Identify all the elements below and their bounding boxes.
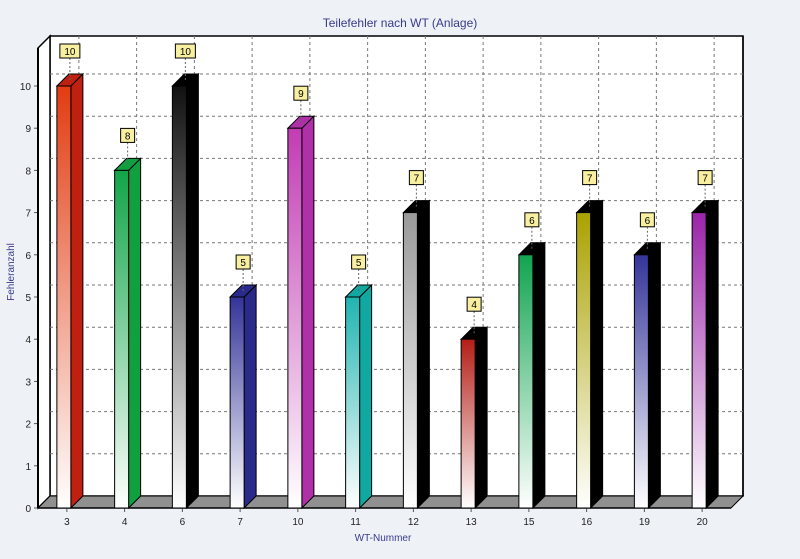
bar-side [647, 241, 661, 510]
bar [171, 85, 187, 509]
data-label-box [466, 296, 482, 312]
y-axis-label: Fehleranzahl [6, 243, 17, 301]
bar-side [590, 199, 604, 510]
y-tick-label: 4 [25, 335, 31, 346]
data-label: 5 [356, 258, 362, 269]
data-label: 6 [645, 216, 651, 227]
x-tick-label: 20 [697, 517, 709, 528]
data-label-box [639, 212, 655, 228]
y-tick-label: 1 [25, 462, 31, 473]
data-label: 10 [64, 47, 76, 58]
x-tick-label: 7 [237, 517, 243, 528]
x-tick-label: 12 [408, 517, 420, 528]
bar [460, 338, 476, 509]
bar [576, 212, 592, 509]
back-wall [49, 35, 744, 497]
x-tick-label: 4 [122, 517, 128, 528]
data-label: 5 [240, 258, 246, 269]
chart-title: Teilefehler nach WT (Anlage) [323, 16, 478, 30]
y-tick-label: 10 [20, 82, 32, 93]
data-label: 9 [298, 89, 304, 100]
bar-side [301, 114, 315, 510]
y-tick-label: 7 [25, 209, 31, 220]
bar [287, 127, 303, 509]
data-label: 6 [529, 216, 535, 227]
bar [345, 296, 361, 509]
data-label: 8 [125, 131, 131, 142]
y-tick-label: 9 [25, 124, 31, 135]
bar [56, 85, 72, 509]
y-tick-label: 3 [25, 377, 31, 388]
bar [114, 169, 130, 509]
bar [402, 212, 418, 509]
bar [633, 254, 649, 509]
data-label: 7 [587, 174, 593, 185]
bar-side [128, 157, 142, 510]
bar-side [474, 325, 488, 510]
x-tick-label: 16 [581, 517, 593, 528]
data-label-box [59, 43, 81, 59]
x-axis-label: WT-Nummer [355, 533, 412, 544]
bar [229, 296, 245, 509]
data-label: 7 [702, 174, 708, 185]
bar-side [705, 199, 719, 510]
data-label-box [582, 170, 598, 186]
left-wall [37, 34, 51, 510]
data-label-box [408, 170, 424, 186]
data-label: 10 [180, 47, 192, 58]
bar-side [532, 241, 546, 510]
x-tick-label: 10 [292, 517, 304, 528]
x-tick-label: 11 [350, 517, 361, 528]
x-tick-label: 13 [466, 517, 478, 528]
bar [518, 254, 534, 509]
data-label-box [524, 212, 540, 228]
data-label-box [120, 127, 136, 143]
data-label-box [293, 85, 309, 101]
y-tick-label: 5 [25, 293, 31, 304]
y-tick-label: 8 [25, 166, 31, 177]
bar-side [243, 283, 257, 510]
data-label-box [235, 254, 251, 270]
data-label-box [174, 43, 196, 59]
data-label: 4 [471, 300, 477, 311]
bar-side [185, 72, 199, 510]
bar-side [416, 199, 430, 510]
bar-side [359, 283, 373, 510]
data-label-box [351, 254, 367, 270]
x-tick-label: 3 [64, 517, 70, 528]
y-tick-label: 6 [25, 251, 31, 262]
x-tick-label: 6 [180, 517, 186, 528]
bar-side [70, 72, 84, 510]
x-tick-label: 15 [523, 517, 535, 528]
x-tick-label: 19 [639, 517, 651, 528]
bar [691, 212, 707, 509]
y-tick-label: 0 [25, 504, 31, 515]
data-label-box [697, 170, 713, 186]
data-label: 7 [414, 174, 420, 185]
y-tick-label: 2 [25, 420, 31, 431]
